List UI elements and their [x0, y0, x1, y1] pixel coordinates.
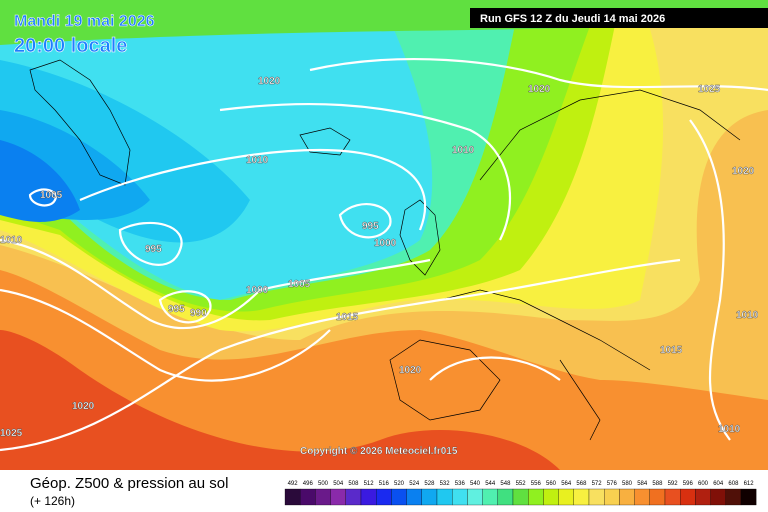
scale-swatch: [512, 488, 529, 506]
scale-swatch: [543, 488, 559, 506]
scale-label: 492: [288, 481, 299, 487]
isobar-label: 1020: [732, 166, 755, 177]
scale-label: 556: [531, 481, 542, 487]
isobar-label: 1010: [452, 145, 475, 156]
scale-label: 568: [576, 481, 587, 487]
scale-swatch: [421, 488, 438, 506]
scale-label: 536: [455, 481, 466, 487]
isobar-label: 1020: [528, 84, 551, 95]
scale-label: 504: [333, 481, 344, 487]
geopotential-field: [0, 0, 768, 470]
scale-swatch: [284, 488, 301, 506]
isobar-label: 1000: [374, 238, 397, 249]
forecast-time: 20:00 locale: [14, 35, 127, 57]
scale-label: 608: [728, 481, 739, 487]
scale-label: 584: [637, 481, 648, 487]
run-box: [470, 8, 768, 28]
scale-swatch: [725, 488, 742, 506]
footer-title: Géop. Z500 & pression au sol: [30, 475, 228, 492]
scale-label: 560: [546, 481, 557, 487]
color-scale: 492 496 500 504 508 512 516 520 524 528 532 536 540 5…: [284, 481, 757, 506]
scale-swatch: [619, 488, 635, 506]
isobar-label: 1015: [336, 312, 359, 323]
scale-label: 532: [440, 481, 451, 487]
scale-label: 520: [394, 481, 405, 487]
isobar-label: 990: [190, 308, 207, 319]
isobar-label: 995: [168, 304, 185, 315]
isobar-label: 1020: [72, 401, 95, 412]
isobar-label: 1025: [0, 428, 23, 439]
scale-label: 600: [698, 481, 709, 487]
scale-label: 496: [303, 481, 314, 487]
isobar-label: 1010: [718, 424, 741, 435]
isobar-labels: 1020 1020 1025 1010 1010 1005 1010 995 995 1000 10…: [0, 76, 759, 439]
scale-label: 576: [607, 481, 618, 487]
scale-swatch: [360, 488, 377, 506]
scale-label: 548: [500, 481, 511, 487]
forecast-lead: (+ 126h): [30, 494, 75, 508]
scale-swatch: [376, 488, 392, 506]
isobar-label: 995: [362, 221, 379, 232]
scale-swatch: [634, 488, 650, 506]
scale-swatch: [406, 488, 422, 506]
isobar-label: 1005: [40, 190, 63, 201]
run-info: Run GFS 12 Z du Jeudi 14 mai 2026: [480, 13, 665, 25]
isobar-label: 1025: [698, 84, 721, 95]
scale-label: 540: [470, 481, 481, 487]
scale-label: 592: [668, 481, 679, 487]
isobars: [0, 58, 768, 452]
coastlines: [29, 59, 741, 441]
scale-swatch: [330, 488, 346, 506]
scale-label: 528: [424, 481, 435, 487]
copyright: Copyright © 2026 Meteociel.fr015: [300, 446, 458, 457]
scale-swatch: [452, 488, 468, 506]
isobar-label: 1010: [246, 155, 269, 166]
isobar-label: 1010: [0, 235, 23, 246]
scale-swatch: [345, 488, 362, 506]
scale-swatch: [695, 488, 711, 506]
scale-swatch: [528, 488, 544, 506]
scale-label: 500: [318, 481, 329, 487]
scale-swatch: [664, 488, 681, 506]
scale-swatch: [558, 488, 574, 506]
isobar-label: 1020: [258, 76, 281, 87]
forecast-date: Mandi 19 mai 2026: [14, 13, 155, 30]
scale-label: 612: [744, 481, 755, 487]
scale-swatch: [588, 488, 605, 506]
scale-swatch: [482, 488, 498, 506]
scale-swatch: [315, 488, 331, 506]
scale-label: 588: [652, 481, 663, 487]
scale-label: 604: [713, 481, 724, 487]
isobar-label: 1010: [736, 310, 759, 321]
scale-label: 512: [364, 481, 375, 487]
scale-swatch: [497, 488, 514, 506]
scale-label: 516: [379, 481, 390, 487]
scale-swatch: [436, 488, 453, 506]
scale-label: 544: [485, 481, 496, 487]
scale-swatch: [740, 488, 757, 506]
scale-label: 552: [516, 481, 527, 487]
scale-swatch: [467, 488, 483, 506]
scale-swatch: [300, 488, 316, 506]
isobar-label: 995: [145, 244, 162, 255]
isobar-label: 1020: [399, 365, 422, 376]
scale-label: 508: [348, 481, 359, 487]
scale-label: 564: [561, 481, 572, 487]
scale-swatch: [573, 488, 590, 506]
scale-label: 580: [622, 481, 633, 487]
isobar-label: 1015: [660, 345, 683, 356]
scale-swatch: [649, 488, 666, 506]
scale-swatch: [391, 488, 407, 506]
isobar-label: 1005: [288, 279, 311, 290]
scale-swatch: [710, 488, 726, 506]
scale-label: 572: [592, 481, 603, 487]
scale-swatch: [604, 488, 620, 506]
scale-label: 524: [409, 481, 420, 487]
scale-swatch: [680, 488, 696, 506]
scale-label: 596: [683, 481, 694, 487]
isobar-label: 1000: [246, 285, 269, 296]
